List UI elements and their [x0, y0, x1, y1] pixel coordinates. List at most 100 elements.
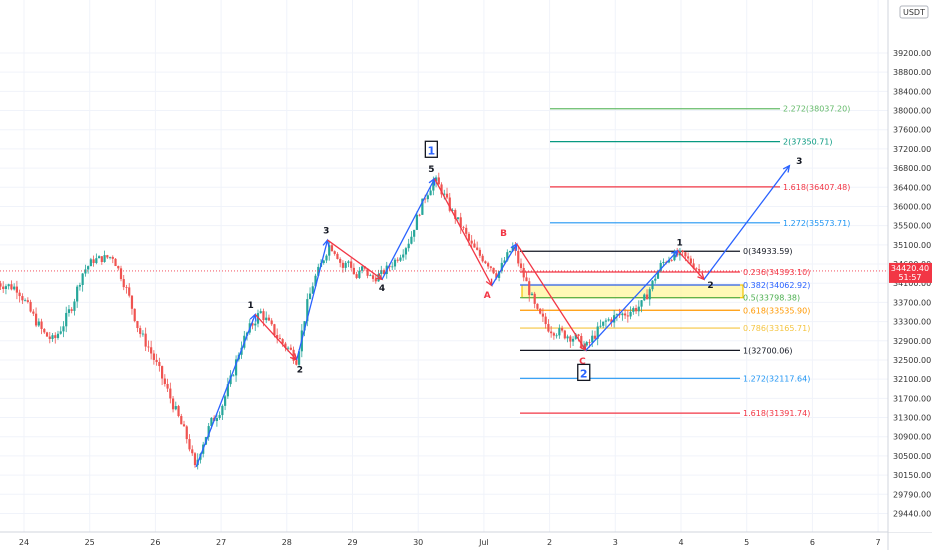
y-tick-label: 29790.00 [893, 490, 931, 499]
candle-body [528, 281, 531, 296]
candle-body [13, 286, 16, 290]
candle-body [511, 246, 514, 251]
candle-body [297, 351, 301, 365]
candle-body [396, 259, 399, 261]
x-tick-label: 5 [744, 538, 749, 547]
y-tick-label: 35500.00 [893, 222, 931, 231]
fib-level-label-0.786: 0.786(33165.71) [743, 324, 810, 333]
candle-body [689, 258, 692, 264]
candle-body [643, 294, 646, 301]
wave-lines-group[interactable] [195, 164, 791, 468]
candle-body [462, 227, 465, 229]
candle-body [256, 313, 260, 324]
y-tick-label: 30900.00 [893, 433, 931, 442]
grid [0, 0, 888, 532]
candle-body [210, 417, 213, 427]
candle-body [465, 227, 468, 234]
y-tick-label: 37600.00 [893, 126, 931, 135]
candle-body [229, 375, 232, 385]
candle-body [426, 195, 429, 200]
y-tick-label: 33300.00 [893, 318, 931, 327]
candle-body [221, 405, 224, 416]
fib-extension-label-1.272: 1.272(32117.64) [743, 374, 810, 383]
candle-body [163, 378, 166, 384]
candle-body [560, 328, 564, 331]
wave-segment[interactable] [585, 250, 679, 351]
wave-label: 1 [677, 238, 683, 248]
candle-body [339, 258, 342, 263]
wave-segment[interactable] [434, 178, 493, 286]
candle-body [265, 317, 268, 321]
wave-label: 3 [323, 226, 329, 236]
candle-body [100, 256, 103, 263]
candle-body [180, 416, 183, 425]
candle-body [150, 347, 153, 354]
candle-body [84, 269, 87, 274]
wave-label-major: 2 [580, 367, 588, 380]
candle-body [533, 293, 536, 304]
fib-level-label-1.618: 1.618(36407.48) [783, 183, 850, 192]
wave-segment[interactable] [195, 314, 256, 468]
candle-body [10, 284, 13, 290]
candle-body [495, 273, 498, 278]
candle-body [566, 336, 569, 339]
candle-body [34, 313, 38, 326]
wave-segment[interactable] [516, 243, 587, 351]
wave-segment[interactable] [491, 243, 518, 286]
candle-body [684, 252, 687, 257]
wave-segment[interactable] [296, 239, 329, 361]
candle-body [651, 280, 654, 290]
y-tick-label: 32100.00 [893, 375, 931, 384]
candle-body [599, 325, 602, 327]
candle-body [519, 263, 523, 268]
x-axis[interactable]: 24 25 26 27 28 29 30 Jul 2 3 4 5 6 7 [19, 538, 881, 547]
candle-body [459, 217, 462, 228]
candle-body [306, 299, 309, 322]
wave-label: B [500, 229, 507, 239]
candle-body [517, 250, 520, 264]
y-tick-label: 38000.00 [893, 107, 931, 116]
candle-body [607, 319, 610, 321]
y-axis[interactable]: 39200.00 38800.00 38400.00 38000.00 37600.00… [893, 49, 931, 519]
candle-body [470, 240, 473, 244]
y-tick-label: 39200.00 [893, 49, 931, 58]
candle-body [73, 301, 76, 311]
candle-body [130, 295, 134, 309]
wave-label: C [579, 357, 586, 367]
candle-body [152, 353, 155, 360]
candle-body [311, 286, 314, 294]
candle-body [114, 258, 117, 267]
wave-segment[interactable] [677, 250, 705, 280]
candle-body [333, 251, 336, 254]
candle-body [40, 321, 43, 329]
candle-body [259, 311, 262, 314]
candle-body [76, 286, 79, 302]
candle-body [640, 300, 643, 307]
candle-body [667, 260, 671, 263]
candle-body [624, 313, 627, 316]
candle-body [585, 342, 588, 346]
y-tick-label: 38800.00 [893, 68, 931, 77]
candle-body [218, 415, 221, 419]
candle-body [569, 336, 572, 342]
candle-body [2, 286, 5, 290]
candle-body [284, 343, 287, 348]
candle-body [673, 251, 676, 261]
wave-segment[interactable] [381, 178, 436, 280]
fibonacci-group[interactable]: 2.272(38037.20) 2(37350.71) 1.618(36407.48… [520, 105, 850, 418]
candle-body [21, 296, 24, 301]
x-tick-label: 27 [216, 538, 226, 547]
x-tick-label: 2 [547, 538, 552, 547]
wave-segment[interactable] [703, 165, 790, 280]
candle-body [119, 268, 123, 280]
candle-body [4, 286, 8, 290]
x-tick-label: 25 [85, 538, 95, 547]
y-tick-label: 35100.00 [893, 241, 931, 250]
x-tick-label: 7 [876, 538, 881, 547]
y-tick-label: 29440.00 [893, 510, 931, 519]
wave-segment[interactable] [254, 313, 298, 361]
wave-segment[interactable] [327, 239, 383, 280]
candle-body [695, 268, 698, 270]
